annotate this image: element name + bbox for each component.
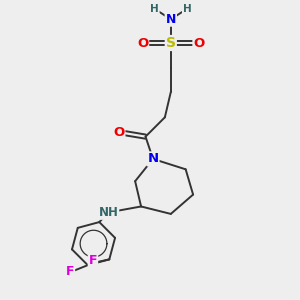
Text: N: N [147, 152, 158, 165]
Text: O: O [137, 37, 148, 50]
Text: H: H [150, 4, 159, 14]
Text: NH: NH [98, 206, 118, 219]
Text: S: S [166, 36, 176, 50]
Text: N: N [166, 13, 176, 26]
Text: O: O [113, 126, 124, 139]
Text: O: O [194, 37, 205, 50]
Text: F: F [89, 254, 97, 267]
Text: H: H [183, 4, 191, 14]
Text: F: F [66, 265, 74, 278]
